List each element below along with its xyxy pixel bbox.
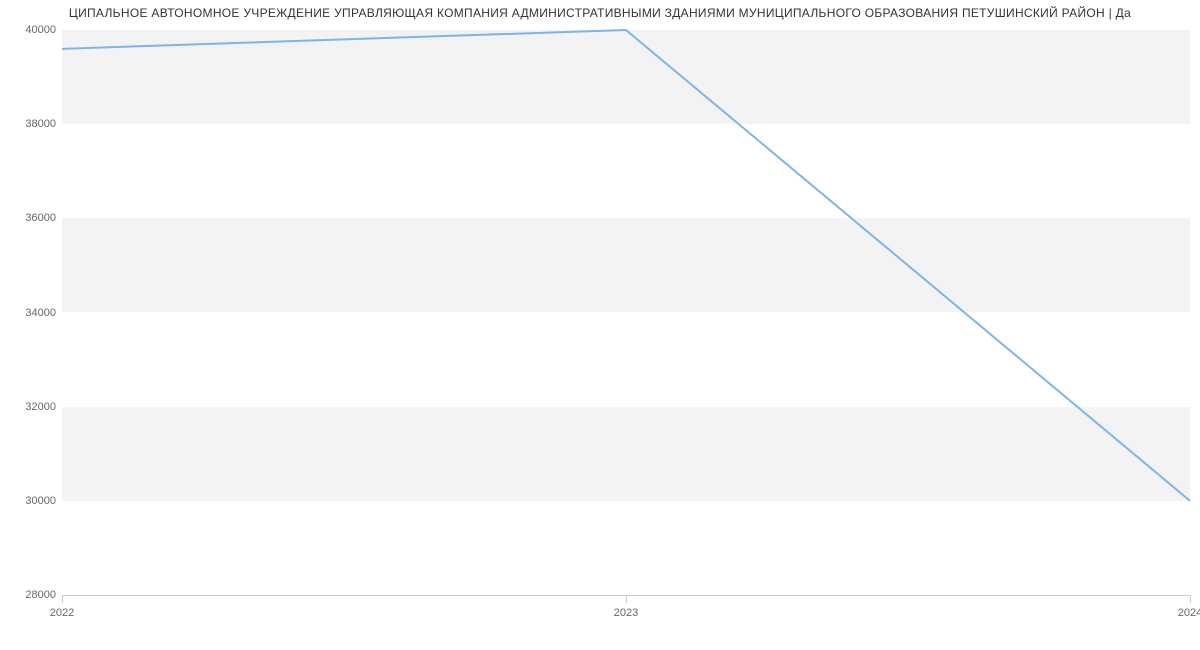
series-line: [62, 30, 1190, 595]
x-tick: [626, 595, 627, 603]
y-tick-label: 32000: [25, 401, 56, 413]
y-tick-label: 40000: [25, 24, 56, 36]
plot-area: [62, 30, 1190, 595]
y-tick-label: 28000: [25, 589, 56, 601]
y-tick-label: 36000: [25, 212, 56, 224]
y-tick-label: 30000: [25, 495, 56, 507]
x-tick-label: 2023: [614, 607, 638, 619]
x-tick-label: 2024: [1178, 607, 1200, 619]
chart-title: ЦИПАЛЬНОЕ АВТОНОМНОЕ УЧРЕЖДЕНИЕ УПРАВЛЯЮ…: [0, 6, 1200, 20]
y-tick-label: 34000: [25, 307, 56, 319]
y-tick-label: 38000: [25, 118, 56, 130]
x-tick-label: 2022: [50, 607, 74, 619]
x-tick: [1190, 595, 1191, 603]
x-tick: [62, 595, 63, 603]
